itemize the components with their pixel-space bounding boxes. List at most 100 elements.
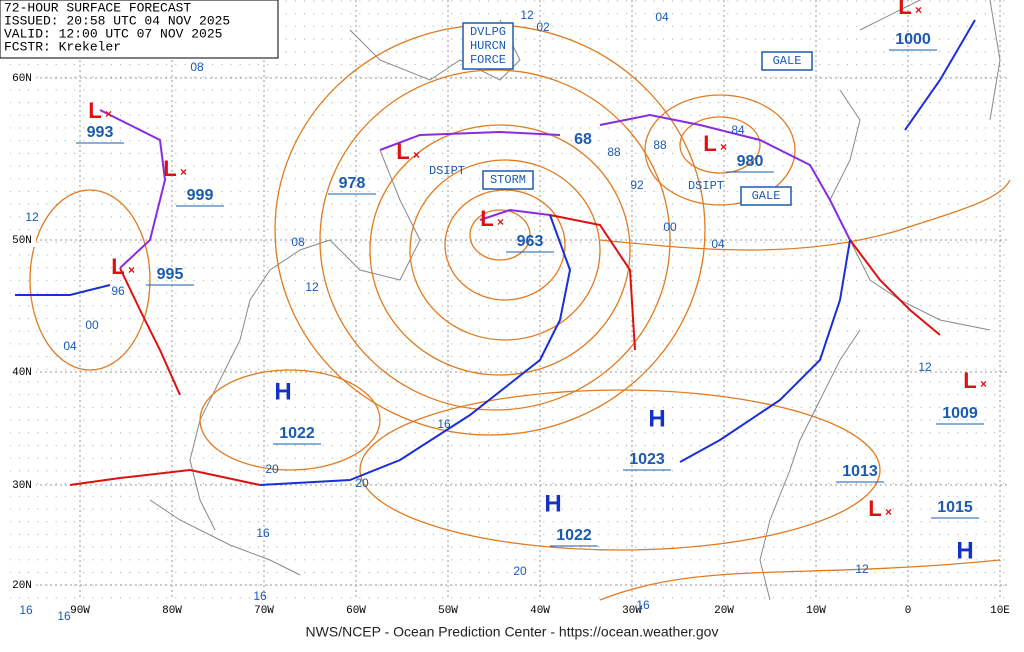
isobar-label: 12 xyxy=(520,8,534,22)
lon-label-box xyxy=(526,603,554,617)
isobar-label: 12 xyxy=(25,210,39,224)
lon-label: 50W xyxy=(438,605,458,617)
lat-label-box xyxy=(8,233,36,247)
isobar-label: 12 xyxy=(305,280,319,294)
central-pressure: 980 xyxy=(737,153,764,170)
warning-text: DSIPT xyxy=(688,179,724,193)
central-pressure: 1000 xyxy=(895,31,931,48)
central-pressure: 1022 xyxy=(279,425,315,442)
lon-label-box xyxy=(250,603,278,617)
low-symbol: L xyxy=(963,368,976,393)
warning-box xyxy=(462,22,514,70)
central-pressure: 1022 xyxy=(556,527,592,544)
warning-text: GALE xyxy=(752,189,781,203)
isobar-label: 00 xyxy=(85,318,99,332)
lon-label-box xyxy=(618,603,646,617)
isobar-label: 16 xyxy=(636,598,650,612)
warning-box xyxy=(740,186,792,206)
lon-label-box xyxy=(434,603,462,617)
isobar-label: 20 xyxy=(513,564,527,578)
lat-label-box xyxy=(8,578,36,592)
footer: NWS/NCEP - Ocean Prediction Center - htt… xyxy=(306,624,719,640)
isobar-label: 00 xyxy=(663,220,677,234)
high-symbol: H xyxy=(648,405,665,432)
isobar-label: 16 xyxy=(437,417,451,431)
isobar-label: 16 xyxy=(256,526,270,540)
isobar-label: 88 xyxy=(653,138,667,152)
low-symbol: L xyxy=(480,206,493,231)
central-pressure: 1015 xyxy=(937,499,973,516)
warning-text: GALE xyxy=(773,54,802,68)
low-x: × xyxy=(980,377,987,391)
lon-label: 40W xyxy=(530,605,550,617)
isobar-label: 88 xyxy=(607,145,621,159)
isobar-label: 02 xyxy=(536,20,550,34)
high-symbol: H xyxy=(274,378,291,405)
isobar-label: 92 xyxy=(630,178,644,192)
low-symbol: L xyxy=(396,139,409,164)
warning-box xyxy=(761,51,813,71)
fronts xyxy=(15,19,976,486)
low-x: × xyxy=(128,263,135,277)
low-x: × xyxy=(413,148,420,162)
lon-label: 80W xyxy=(162,605,182,617)
low-x: × xyxy=(497,215,504,229)
lon-label: 20W xyxy=(714,605,734,617)
lon-label-box xyxy=(894,603,922,617)
low-x: × xyxy=(180,165,187,179)
isobar-label: 04 xyxy=(711,237,725,251)
low-symbol: L xyxy=(88,98,101,123)
lon-label-box xyxy=(158,603,186,617)
lat-label-box xyxy=(8,71,36,85)
lat-label: 30N xyxy=(12,480,32,492)
isobar-label: 20 xyxy=(265,462,279,476)
lat-label-box xyxy=(8,365,36,379)
lon-label-box xyxy=(802,603,830,617)
isobar-label: 08 xyxy=(190,60,204,74)
lon-label-box xyxy=(710,603,738,617)
warning-text: HURCN xyxy=(470,39,506,53)
lat-label-box xyxy=(8,478,36,492)
low-x: × xyxy=(720,140,727,154)
coastlines xyxy=(149,0,1001,601)
header-line: FCSTR: Krekeler xyxy=(4,39,121,54)
low-symbol: L xyxy=(111,254,124,279)
isobar-label: 16 xyxy=(253,589,267,603)
high-symbol: H xyxy=(956,537,973,564)
lon-label-box xyxy=(986,603,1014,617)
isobar-label: 04 xyxy=(655,10,669,24)
isobar-label: 04 xyxy=(63,339,77,353)
low-symbol: L xyxy=(703,131,716,156)
header-line: 72-HOUR SURFACE FORECAST xyxy=(4,0,191,15)
isobar-label: 12 xyxy=(918,360,932,374)
header-line: ISSUED: 20:58 UTC 04 NOV 2025 xyxy=(4,13,230,28)
lon-label: 60W xyxy=(346,605,366,617)
warning-text: DSIPT xyxy=(429,164,465,178)
isobar-label: 16 xyxy=(19,603,33,617)
isobar-label: 84 xyxy=(731,123,745,137)
lon-label: 0 xyxy=(905,605,912,617)
high-symbol: H xyxy=(544,490,561,517)
lat-label: 40N xyxy=(12,367,32,379)
isobar-label: 08 xyxy=(291,235,305,249)
lon-label: 70W xyxy=(254,605,274,617)
central-pressure: 963 xyxy=(517,233,544,250)
warning-text: FORCE xyxy=(470,53,506,67)
warning-text: DVLPG xyxy=(470,25,506,39)
central-pressure: 978 xyxy=(339,175,366,192)
low-symbol: L xyxy=(163,156,176,181)
low-x: × xyxy=(105,107,112,121)
central-pressure: 993 xyxy=(87,124,114,141)
warning-text: STORM xyxy=(490,173,526,187)
central-pressure: 995 xyxy=(157,266,184,283)
lat-label: 60N xyxy=(12,73,32,85)
isobar-label: 16 xyxy=(57,609,71,623)
lon-label: 10W xyxy=(806,605,826,617)
lon-label: 30W xyxy=(622,605,642,617)
central-pressure: 1023 xyxy=(629,451,665,468)
grid xyxy=(10,0,1010,600)
lon-label: 90W xyxy=(70,605,90,617)
header-line: VALID: 12:00 UTC 07 NOV 2025 xyxy=(4,26,222,41)
